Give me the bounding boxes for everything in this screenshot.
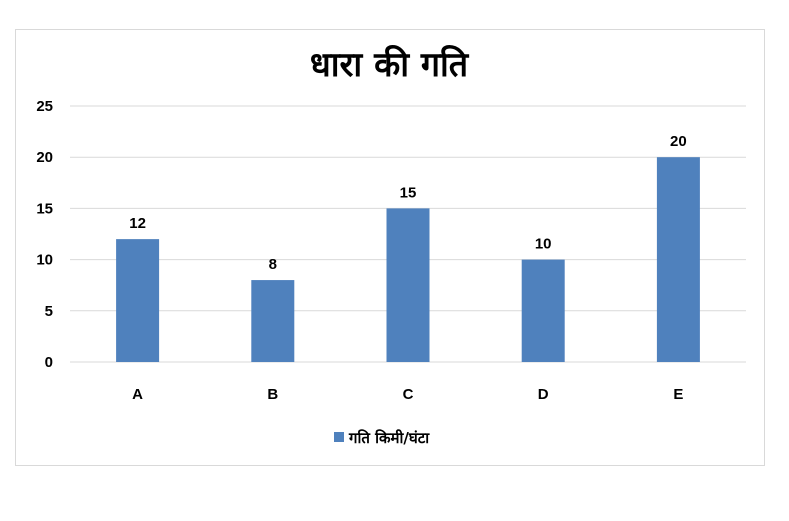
legend-swatch <box>334 432 344 442</box>
x-tick-label: E <box>673 386 683 403</box>
data-label: 8 <box>269 256 277 273</box>
y-tick-label: 20 <box>36 149 53 166</box>
bar <box>656 157 700 362</box>
data-labels: 12 8 15 10 20 <box>129 133 686 273</box>
x-axis-ticks: A B C D E <box>132 386 683 403</box>
x-tick-label: B <box>267 386 278 403</box>
x-tick-label: A <box>132 386 143 403</box>
y-tick-label: 5 <box>45 303 53 320</box>
data-label: 10 <box>535 236 552 253</box>
bar <box>521 259 565 362</box>
y-axis-ticks: 0 5 10 15 20 25 <box>36 98 53 371</box>
y-tick-label: 0 <box>45 354 53 371</box>
bar <box>386 208 430 362</box>
data-label: 15 <box>400 184 417 201</box>
x-tick-label: C <box>403 386 414 403</box>
x-tick-label: D <box>538 386 549 403</box>
legend-label: गति किमी/घंटा <box>348 429 430 447</box>
chart-title: धारा की गति <box>310 44 470 85</box>
data-label: 12 <box>129 215 146 232</box>
bar <box>251 280 295 362</box>
gridlines <box>70 105 746 363</box>
y-tick-label: 25 <box>36 98 53 115</box>
legend: गति किमी/घंटा <box>334 429 430 447</box>
data-label: 20 <box>670 133 687 150</box>
y-tick-label: 10 <box>36 252 53 269</box>
bar <box>116 239 160 362</box>
y-tick-label: 15 <box>36 200 53 217</box>
bars <box>116 157 700 362</box>
